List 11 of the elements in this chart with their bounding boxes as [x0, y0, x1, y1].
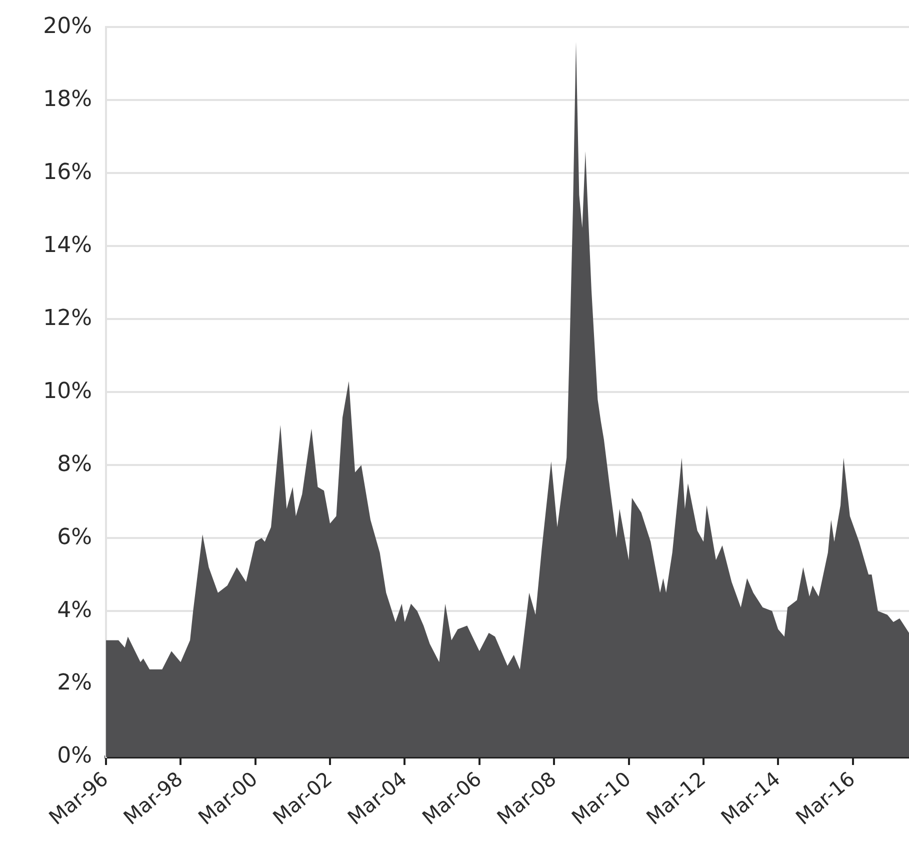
y-tick-label: 6%: [57, 524, 92, 550]
y-tick-label: 12%: [43, 306, 92, 331]
y-tick-label: 4%: [57, 598, 92, 623]
y-tick-label: 14%: [43, 232, 92, 258]
y-tick-label: 8%: [57, 452, 92, 477]
y-tick-label: 20%: [43, 14, 92, 39]
y-tick-label: 2%: [57, 670, 92, 696]
y-tick-label: 0%: [57, 744, 92, 769]
y-tick-label: 16%: [43, 160, 92, 185]
y-tick-label: 10%: [43, 378, 92, 404]
y-tick-label: 18%: [43, 86, 92, 112]
